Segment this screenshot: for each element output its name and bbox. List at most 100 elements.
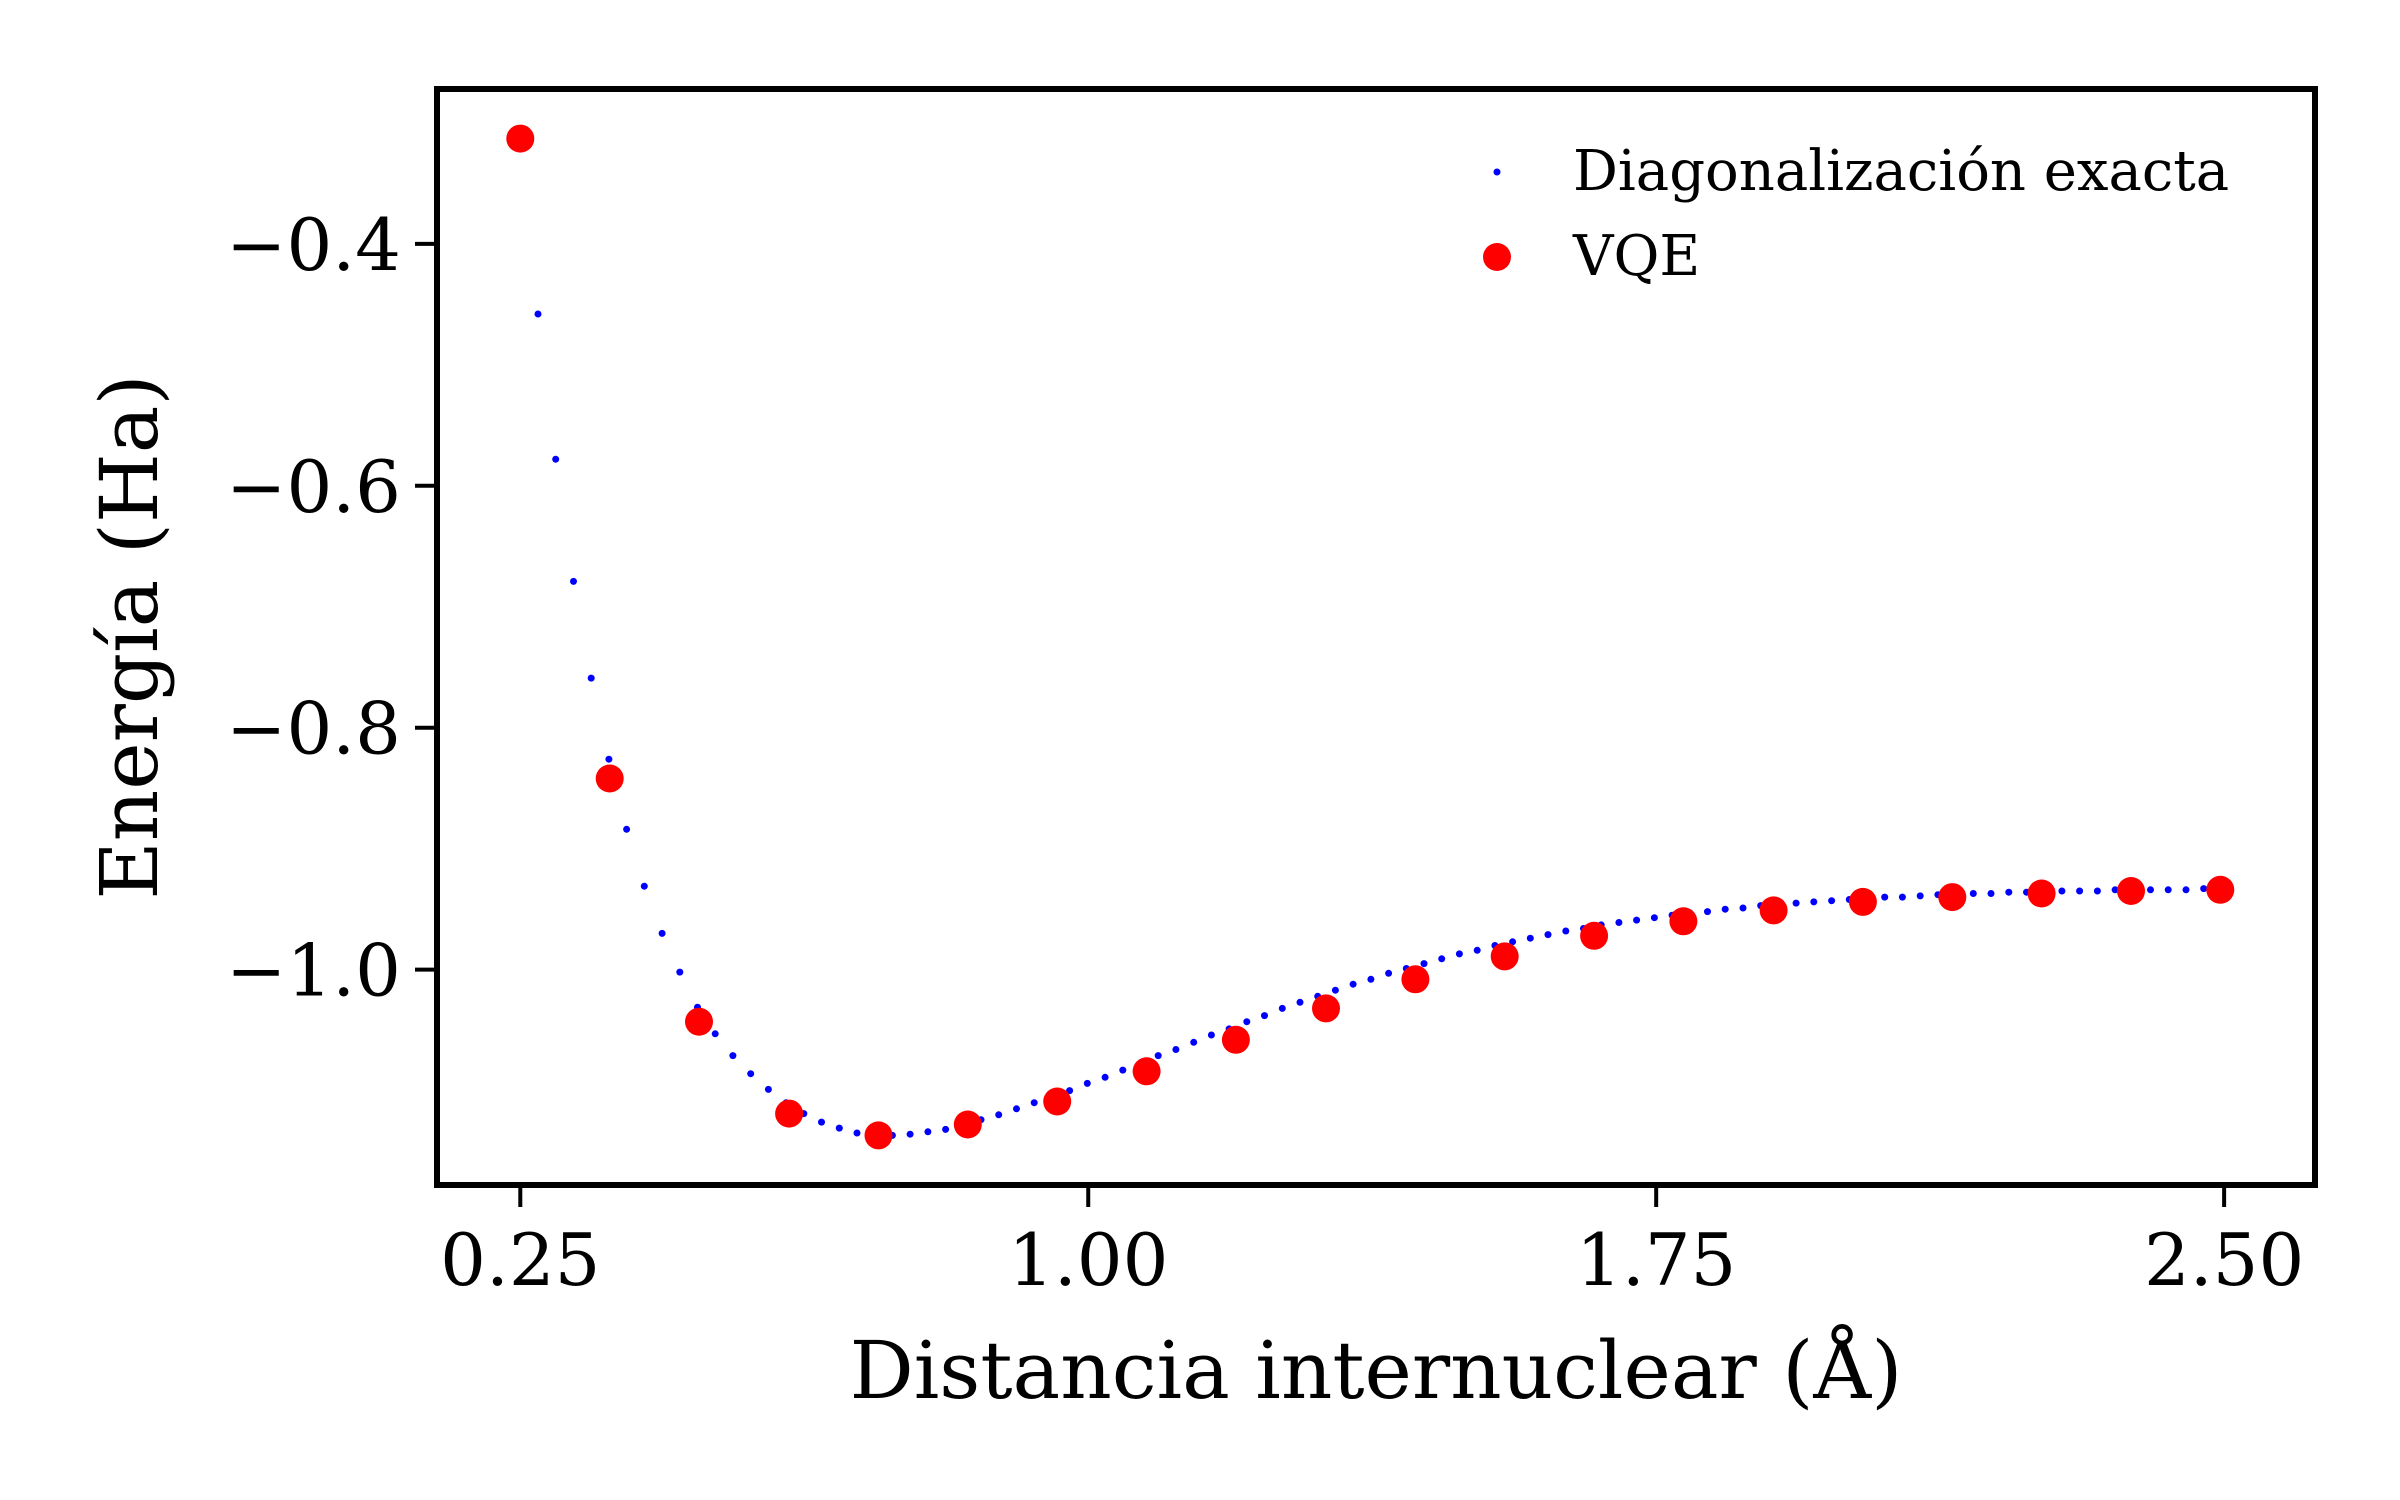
exact-point bbox=[1190, 1038, 1198, 1046]
y-tick-label: −0.4 bbox=[226, 203, 401, 287]
exact-point bbox=[853, 1129, 861, 1137]
exact-point bbox=[1278, 1004, 1286, 1012]
vqe-point bbox=[1848, 887, 1877, 916]
vqe-point bbox=[1490, 942, 1519, 971]
exact-point bbox=[1420, 960, 1428, 968]
x-axis-title: Distancia internuclear (Å) bbox=[850, 1323, 1903, 1417]
exact-point bbox=[1243, 1018, 1251, 1026]
legend-vqe-marker bbox=[1483, 243, 1511, 271]
exact-point bbox=[1349, 980, 1357, 988]
vqe-point bbox=[1312, 994, 1340, 1023]
vqe-point bbox=[2117, 877, 2145, 905]
exact-point bbox=[924, 1128, 932, 1136]
exact-point bbox=[2164, 886, 2172, 894]
exact-point bbox=[835, 1124, 843, 1132]
exact-point bbox=[1792, 899, 1800, 907]
exact-point bbox=[2200, 885, 2208, 893]
legend-vqe-label: VQE bbox=[1572, 224, 1700, 289]
exact-point bbox=[1828, 897, 1836, 905]
exact-point bbox=[1898, 893, 1906, 901]
exact-point bbox=[1119, 1066, 1127, 1074]
exact-point bbox=[995, 1111, 1003, 1119]
y-tick-label: −1.0 bbox=[226, 929, 401, 1013]
vqe-point bbox=[506, 124, 535, 153]
legend-exact-marker bbox=[1493, 168, 1501, 176]
x-tick-label: 0.25 bbox=[440, 1218, 600, 1302]
exact-point bbox=[1331, 986, 1339, 994]
exact-point bbox=[1987, 890, 1995, 897]
exact-point bbox=[1172, 1046, 1180, 1053]
exact-point bbox=[552, 455, 560, 463]
vqe-point bbox=[1938, 883, 1967, 912]
y-tick-label: −0.6 bbox=[226, 445, 401, 529]
vqe-point bbox=[685, 1007, 713, 1036]
exact-point bbox=[2147, 886, 2154, 894]
exact-point bbox=[1721, 905, 1729, 913]
exact-point bbox=[1704, 908, 1711, 916]
exact-point bbox=[1296, 998, 1304, 1006]
vqe-point bbox=[1221, 1025, 1250, 1054]
vqe-point bbox=[1401, 965, 1430, 994]
exact-point bbox=[1810, 898, 1818, 906]
x-tick-label: 2.50 bbox=[2144, 1218, 2304, 1302]
y-axis-ticks: −0.4 −0.6 −0.8 −1.0 bbox=[226, 203, 437, 1013]
series-vqe bbox=[506, 124, 2235, 1150]
vqe-point bbox=[1132, 1057, 1161, 1086]
vqe-point bbox=[953, 1110, 982, 1139]
plot-marks bbox=[506, 124, 2235, 1150]
plot-frame bbox=[434, 86, 2318, 1188]
exact-point bbox=[1615, 919, 1623, 926]
exact-point bbox=[623, 825, 631, 833]
exact-point bbox=[906, 1130, 914, 1138]
exact-point bbox=[1367, 975, 1375, 983]
exact-point bbox=[1438, 955, 1446, 963]
exact-point bbox=[1916, 892, 1924, 900]
exact-point bbox=[1544, 931, 1552, 939]
vqe-point bbox=[2027, 879, 2056, 908]
exact-point bbox=[1969, 890, 1977, 897]
vqe-point bbox=[1043, 1087, 1072, 1116]
vqe-point bbox=[775, 1099, 804, 1128]
exact-point bbox=[818, 1118, 825, 1126]
x-tick-label: 1.00 bbox=[1008, 1218, 1168, 1302]
exact-point bbox=[1083, 1079, 1091, 1087]
exact-point bbox=[1473, 946, 1481, 954]
exact-point bbox=[747, 1070, 755, 1078]
x-tick-label: 1.75 bbox=[1576, 1218, 1736, 1302]
exact-point bbox=[534, 310, 542, 318]
vqe-point bbox=[1759, 896, 1788, 925]
exact-point bbox=[1509, 938, 1517, 946]
legend-exact-label: Diagonalización exacta bbox=[1573, 139, 2229, 204]
exact-point bbox=[2093, 887, 2101, 895]
y-axis-title: Energía (Ha) bbox=[83, 374, 176, 899]
exact-point bbox=[658, 929, 666, 937]
exact-point bbox=[711, 1030, 719, 1038]
y-tick-label: −0.8 bbox=[226, 687, 401, 771]
vqe-point bbox=[2206, 875, 2235, 904]
exact-point bbox=[1881, 893, 1889, 901]
exact-point bbox=[1650, 914, 1658, 922]
vqe-point bbox=[1580, 921, 1609, 950]
vqe-point bbox=[595, 764, 624, 793]
exact-point bbox=[2076, 887, 2084, 895]
exact-point bbox=[570, 577, 577, 585]
exact-point bbox=[605, 755, 613, 763]
vqe-point bbox=[1669, 907, 1698, 936]
x-axis-ticks: 0.25 1.00 1.75 2.50 bbox=[440, 1185, 2304, 1302]
exact-point bbox=[1385, 969, 1393, 977]
exact-point bbox=[729, 1052, 737, 1060]
exact-point bbox=[640, 882, 648, 890]
exact-point bbox=[764, 1085, 772, 1093]
exact-point bbox=[1739, 904, 1747, 912]
exact-point bbox=[2182, 886, 2190, 894]
exact-point bbox=[1207, 1031, 1215, 1039]
vqe-point bbox=[864, 1121, 893, 1150]
exact-point bbox=[2058, 887, 2066, 895]
exact-point bbox=[1066, 1087, 1074, 1095]
exact-point bbox=[1261, 1012, 1268, 1020]
exact-point bbox=[1013, 1105, 1020, 1113]
exact-point bbox=[2111, 886, 2119, 894]
exact-point bbox=[2005, 888, 2013, 896]
